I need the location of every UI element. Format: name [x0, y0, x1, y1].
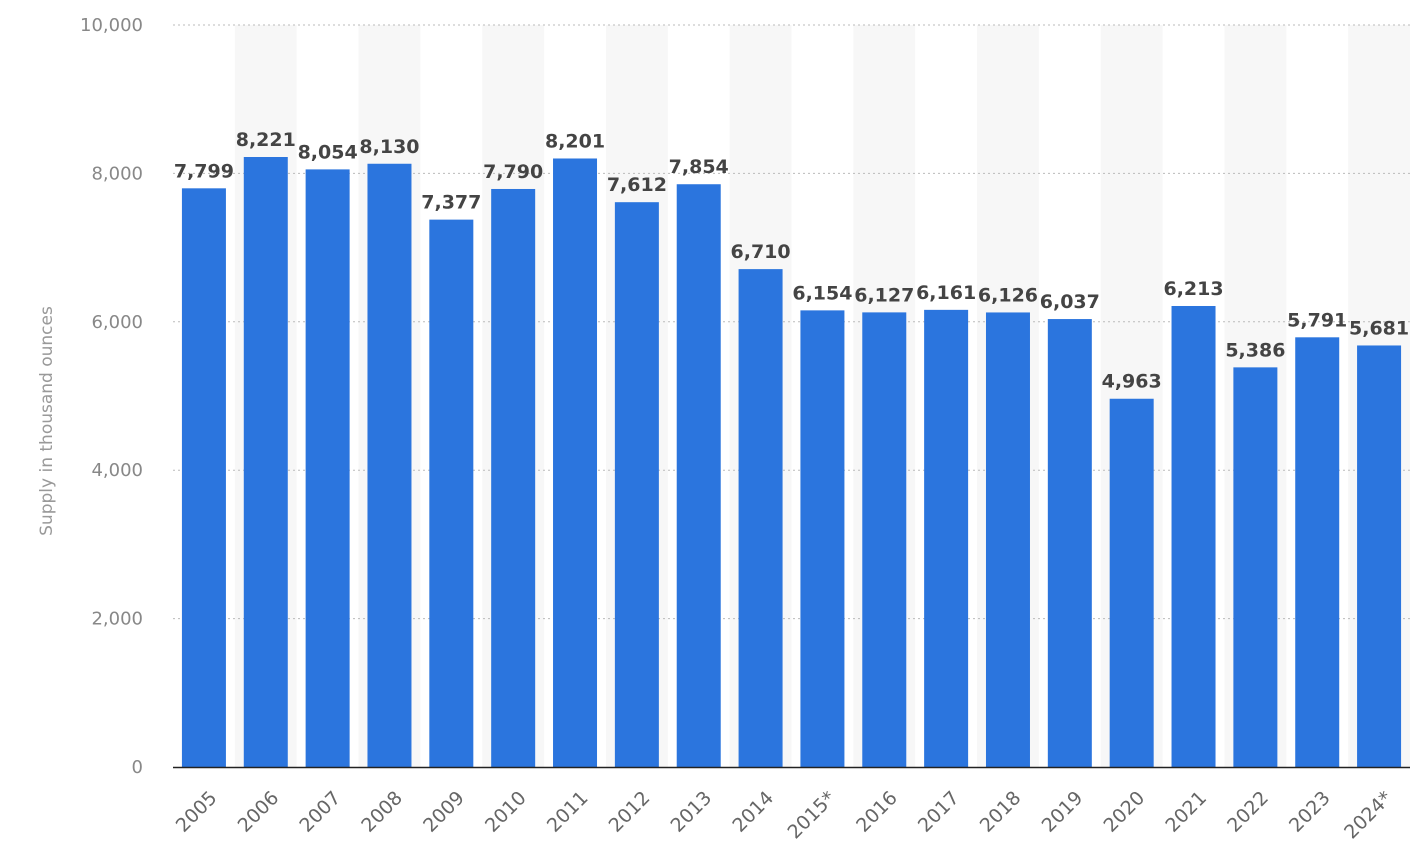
y-tick-label: 2,000 — [91, 609, 143, 630]
bar — [862, 312, 907, 767]
y-axis-ticks: 0 2,000 4,000 6,000 8,000 10,000 — [80, 15, 143, 778]
data-label: 8,130 — [359, 136, 419, 158]
bar — [305, 169, 350, 768]
x-axis-ticks: 2005 2006 2007 2008 2009 2010 2011 2012 2013 2014… — [172, 787, 1397, 843]
data-label: 7,799 — [174, 160, 234, 182]
x-tick-label: 2011 — [543, 787, 593, 837]
y-tick-label: 6,000 — [91, 312, 143, 333]
bar — [181, 188, 226, 767]
x-tick-label: 2012 — [605, 787, 655, 837]
bar — [738, 269, 783, 767]
data-label: 6,126 — [978, 284, 1038, 306]
x-tick-label: 2022 — [1223, 787, 1273, 837]
data-label: 5,791 — [1287, 309, 1347, 331]
x-tick-label: 2024* — [1340, 787, 1396, 843]
data-label: 5,386 — [1225, 339, 1285, 361]
bar — [491, 188, 536, 767]
bar — [676, 184, 721, 767]
bar — [985, 312, 1030, 767]
data-label: 7,377 — [421, 192, 481, 214]
data-label: 6,213 — [1163, 278, 1223, 300]
x-tick-label: 2020 — [1099, 787, 1149, 837]
data-label: 8,221 — [236, 129, 296, 151]
x-tick-label: 2023 — [1285, 787, 1335, 837]
x-tick-label: 2019 — [1038, 787, 1088, 837]
x-tick-label: 2006 — [234, 787, 284, 837]
bar — [800, 310, 845, 767]
data-label: 4,963 — [1102, 371, 1162, 393]
bar — [429, 219, 474, 768]
bars — [181, 157, 1402, 768]
data-label: 7,790 — [483, 161, 543, 183]
data-label: 6,154 — [792, 282, 852, 304]
y-tick-label: 4,000 — [91, 460, 143, 481]
x-tick-label: 2009 — [419, 787, 469, 837]
x-tick-label: 2015* — [783, 787, 839, 843]
data-label: 6,161 — [916, 282, 976, 304]
data-label: 6,710 — [731, 241, 791, 263]
x-tick-label: 2007 — [295, 787, 345, 837]
bar — [1357, 345, 1402, 767]
x-tick-label: 2008 — [357, 787, 407, 837]
x-tick-label: 2010 — [481, 787, 531, 837]
data-label: 6,037 — [1040, 291, 1100, 313]
bar — [1233, 367, 1278, 767]
data-label: 8,054 — [298, 141, 358, 163]
y-axis-label: Supply in thousand ounces — [37, 306, 57, 536]
x-tick-label: 2017 — [914, 787, 964, 837]
bar — [243, 157, 288, 767]
y-tick-label: 0 — [132, 757, 143, 778]
bar — [367, 163, 412, 767]
data-label: 5,681 — [1349, 317, 1409, 339]
data-label: 8,201 — [545, 130, 605, 152]
x-tick-label: 2014 — [728, 787, 778, 837]
x-tick-label: 2013 — [667, 787, 717, 837]
x-tick-label: 2021 — [1161, 787, 1211, 837]
bar — [1047, 319, 1092, 767]
bar — [553, 158, 598, 768]
data-label: 6,127 — [854, 284, 914, 306]
x-tick-label: 2018 — [976, 787, 1026, 837]
y-tick-label: 8,000 — [91, 163, 143, 184]
y-tick-label: 10,000 — [80, 15, 143, 36]
bar — [1109, 398, 1154, 767]
bar — [614, 202, 659, 768]
data-label: 7,612 — [607, 174, 667, 196]
x-tick-label: 2016 — [852, 787, 902, 837]
bar — [1171, 305, 1216, 767]
x-tick-label: 2005 — [172, 787, 222, 837]
bar — [1295, 337, 1340, 767]
bar — [924, 309, 969, 767]
data-label: 7,854 — [669, 156, 729, 178]
